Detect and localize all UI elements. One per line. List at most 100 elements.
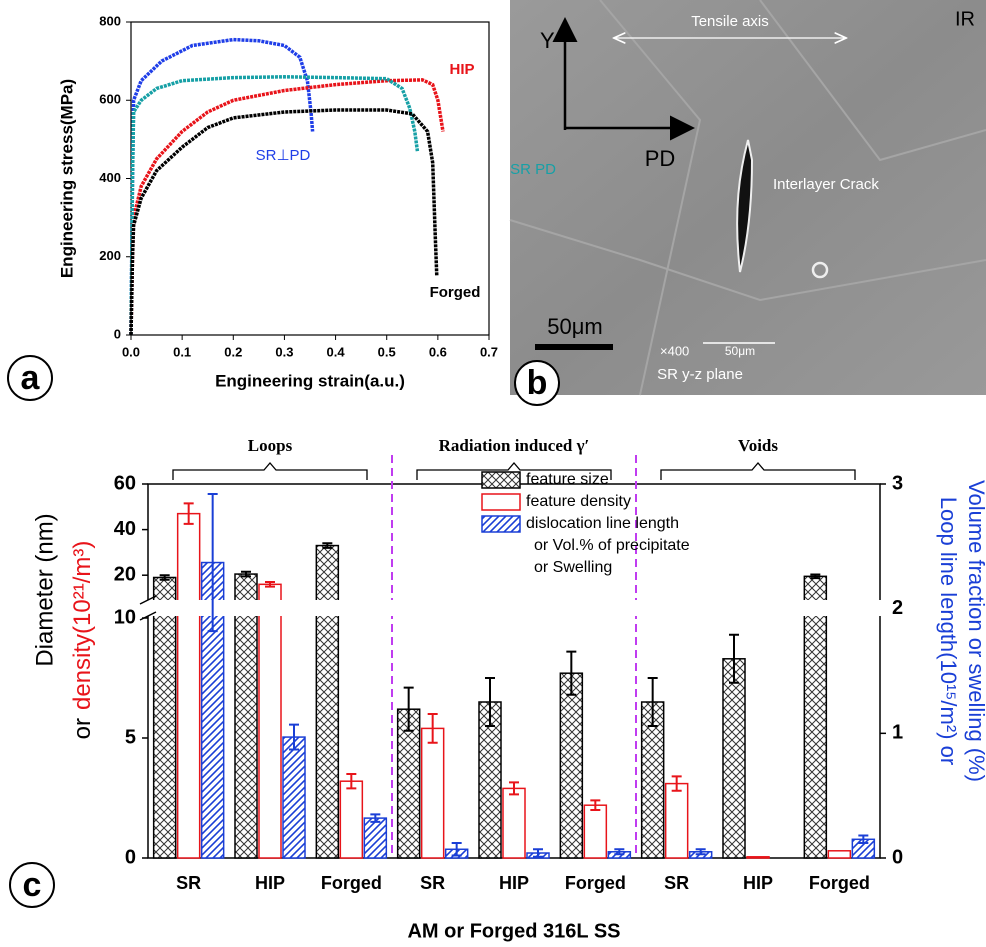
legend-label: dislocation line length: [526, 515, 679, 532]
corner-label: IR: [955, 8, 975, 30]
curve: [129, 75, 420, 336]
legend: feature size feature density dislocation l…: [481, 471, 690, 576]
error-bar: [183, 502, 194, 525]
bar: [258, 583, 282, 859]
x-tick-label: 0.7: [480, 344, 498, 359]
legend-label: feature size: [526, 471, 609, 488]
bar: [722, 658, 746, 859]
y-tick-label: 0: [125, 846, 136, 868]
curve-label: SR⊥PD: [256, 147, 311, 164]
x-tick-label: HIP: [743, 873, 773, 893]
y-tick-label: 60: [114, 472, 136, 494]
magnification: ×400: [660, 343, 689, 358]
legend-label: or Vol.% of precipitate: [534, 537, 690, 554]
x-tick-label: 0.5: [378, 344, 396, 359]
legend-label: or Swelling: [534, 559, 612, 576]
bar: [803, 575, 828, 859]
error-bar: [427, 713, 438, 744]
y-axis-title: Engineering stress(MPa): [57, 79, 76, 278]
y-axis-title-secondary: or density(10²¹/m³): [69, 541, 96, 740]
x-tick-label: 0.6: [429, 344, 447, 359]
error-bar: [346, 773, 357, 790]
error-bar: [485, 677, 495, 727]
panel-label: b: [527, 364, 548, 402]
bar: [559, 672, 584, 859]
y-axis-connector: or: [69, 718, 96, 739]
error-bar: [566, 650, 577, 696]
bar: [234, 573, 258, 859]
panel-label: a: [21, 359, 41, 397]
y-tick-label: 10: [114, 606, 136, 628]
curve: [129, 78, 445, 336]
error-bar: [289, 723, 299, 751]
bar: [282, 736, 306, 859]
y-tick-label: 400: [99, 170, 121, 185]
bar: [827, 850, 852, 859]
bar: [176, 512, 201, 859]
error-bar: [370, 813, 381, 823]
curve-label: SR PD: [510, 161, 556, 178]
x-axis-title: Engineering strain(a.u.): [215, 371, 405, 390]
error-bar: [590, 799, 601, 811]
axis-y-label: Y: [540, 28, 555, 53]
x-tick-label: HIP: [255, 873, 285, 893]
error-bar: [207, 492, 218, 633]
group-label: Voids: [738, 436, 778, 455]
error-bar: [159, 574, 170, 581]
group-bracket: [660, 462, 856, 480]
inset-scale-label: 50μm: [725, 344, 755, 358]
tensile-axis-label: Tensile axis: [691, 13, 769, 30]
error-bar: [265, 581, 275, 588]
bar: [339, 780, 364, 859]
x-tick-label: SR: [420, 873, 445, 893]
y-axis-density: density(10²¹/m³): [69, 541, 96, 710]
curve-label: HIP: [449, 61, 474, 78]
y-tick-label: 5: [125, 726, 136, 748]
error-bar: [695, 848, 706, 856]
curve: [129, 108, 439, 336]
crack: [736, 139, 754, 273]
y-tick-label: 600: [99, 92, 121, 107]
group-label: Radiation induced γ′: [439, 436, 590, 455]
x-tick-label: Forged: [321, 873, 382, 893]
scale-bar: [535, 344, 613, 350]
bar: [363, 817, 388, 859]
x-axis-title: AM or Forged 316L SS: [407, 920, 620, 942]
y2-tick-label: 3: [892, 472, 903, 494]
bar: [502, 787, 526, 859]
panel-badge: [514, 360, 560, 406]
x-tick-label: SR: [176, 873, 201, 893]
error-bar: [241, 570, 251, 578]
legend-swatch: [481, 493, 521, 511]
bar: [664, 782, 689, 859]
axis-x-label: PD: [645, 146, 676, 171]
x-tick-label: 0.3: [275, 344, 293, 359]
error-bar: [729, 633, 739, 684]
group-bracket: [416, 462, 612, 480]
y-tick-label: 800: [99, 13, 121, 28]
scale-bar-label: 50μm: [547, 314, 602, 339]
bar: [583, 804, 608, 859]
y-tick-label: 200: [99, 248, 121, 263]
legend-swatch: [481, 471, 521, 489]
curve: [129, 37, 315, 336]
panel-labels: a b c: [7, 355, 560, 908]
pore: [811, 261, 829, 279]
micrograph: Y Tensile axis IR PD Interlayer Crack 50…: [509, 0, 986, 396]
break-marks: [139, 595, 157, 621]
axis-break: [140, 600, 888, 616]
y2-axis-title: Volume fraction or swelling (%): [964, 480, 986, 782]
x-tick-label: 0.4: [327, 344, 346, 359]
y2-tick-label: 0: [892, 846, 903, 868]
legend-label: feature density: [526, 493, 631, 510]
group-bracket: [172, 462, 368, 480]
error-bar: [858, 834, 869, 845]
error-bar: [533, 848, 543, 858]
panel-badge: [7, 355, 53, 401]
bar: [746, 856, 770, 859]
x-tick-label: 0.1: [173, 344, 191, 359]
y-tick-label: 20: [114, 563, 136, 585]
x-tick-label: 0.2: [224, 344, 242, 359]
